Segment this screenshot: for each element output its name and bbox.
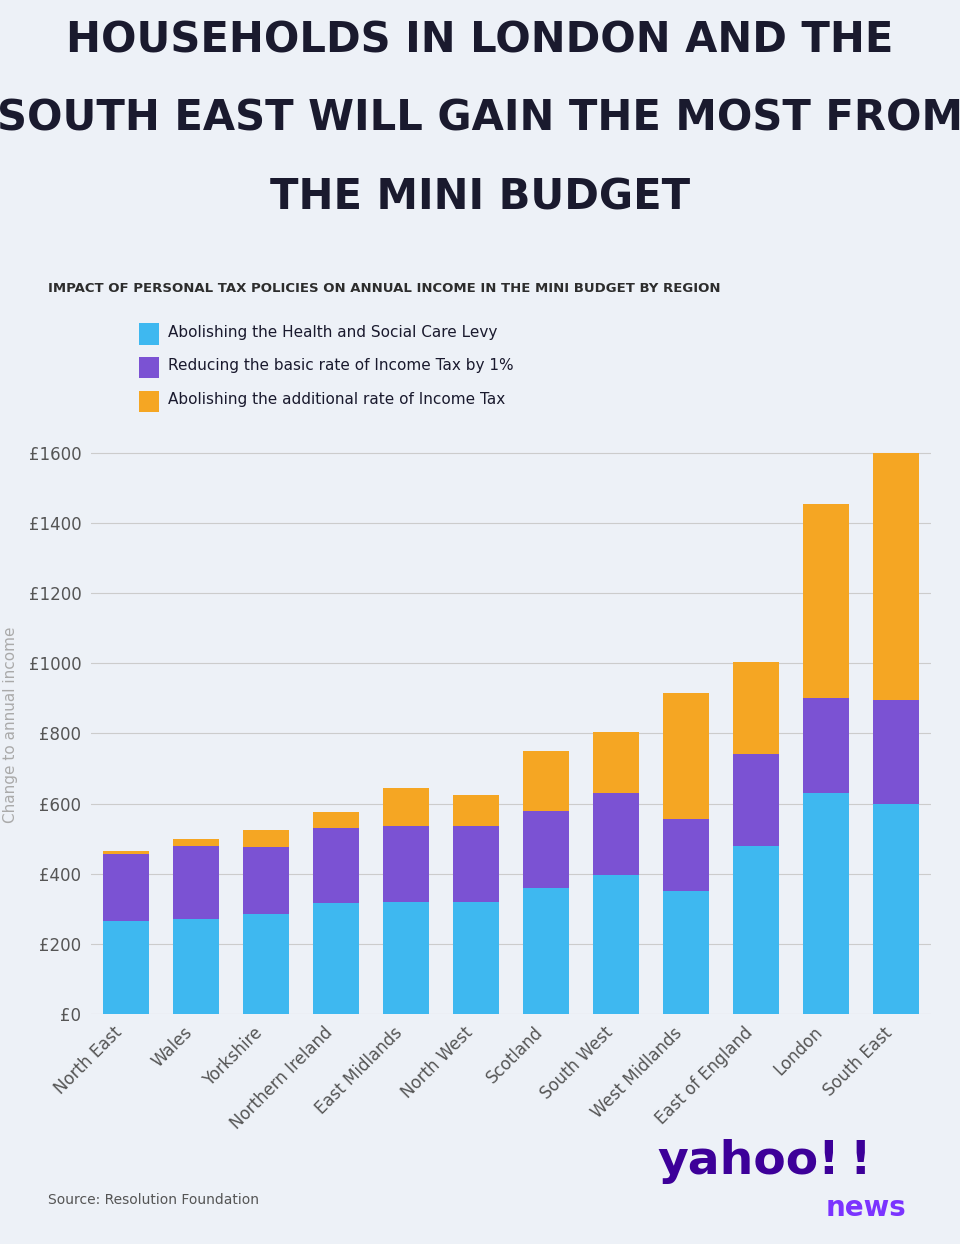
- Text: SOUTH EAST WILL GAIN THE MOST FROM: SOUTH EAST WILL GAIN THE MOST FROM: [0, 97, 960, 139]
- Bar: [593, 731, 639, 792]
- Text: !: !: [850, 1140, 871, 1184]
- Bar: [523, 811, 569, 888]
- Bar: [104, 851, 149, 855]
- Bar: [244, 914, 289, 1014]
- Bar: [104, 855, 149, 921]
- Bar: [874, 453, 919, 700]
- Text: Abolishing the additional rate of Income Tax: Abolishing the additional rate of Income…: [168, 392, 505, 407]
- Bar: [593, 792, 639, 876]
- Text: IMPACT OF PERSONAL TAX POLICIES ON ANNUAL INCOME IN THE MINI BUDGET BY REGION: IMPACT OF PERSONAL TAX POLICIES ON ANNUA…: [48, 282, 721, 295]
- Y-axis label: Change to annual income: Change to annual income: [3, 627, 17, 822]
- Bar: [104, 921, 149, 1014]
- Bar: [453, 826, 499, 902]
- Bar: [523, 751, 569, 811]
- Text: Abolishing the Health and Social Care Levy: Abolishing the Health and Social Care Le…: [168, 325, 497, 340]
- Text: yahoo!: yahoo!: [658, 1140, 840, 1184]
- Bar: [244, 830, 289, 847]
- Bar: [174, 846, 219, 919]
- Bar: [523, 888, 569, 1014]
- Bar: [453, 902, 499, 1014]
- Bar: [174, 838, 219, 846]
- Bar: [174, 919, 219, 1014]
- Text: Reducing the basic rate of Income Tax by 1%: Reducing the basic rate of Income Tax by…: [168, 358, 514, 373]
- Bar: [733, 846, 779, 1014]
- Bar: [663, 820, 708, 891]
- Bar: [874, 804, 919, 1014]
- Bar: [314, 812, 359, 829]
- Bar: [593, 876, 639, 1014]
- Bar: [733, 662, 779, 754]
- Text: Source: Resolution Foundation: Source: Resolution Foundation: [48, 1193, 259, 1207]
- Text: THE MINI BUDGET: THE MINI BUDGET: [270, 177, 690, 219]
- Bar: [804, 792, 849, 1014]
- Bar: [314, 903, 359, 1014]
- Bar: [733, 754, 779, 846]
- Bar: [874, 700, 919, 804]
- Text: HOUSEHOLDS IN LONDON AND THE: HOUSEHOLDS IN LONDON AND THE: [66, 20, 894, 62]
- Bar: [383, 902, 429, 1014]
- Bar: [383, 826, 429, 902]
- Bar: [663, 891, 708, 1014]
- Bar: [804, 504, 849, 698]
- Bar: [383, 787, 429, 826]
- Bar: [314, 829, 359, 903]
- Bar: [453, 795, 499, 826]
- Bar: [663, 693, 708, 820]
- Bar: [244, 847, 289, 914]
- Bar: [804, 698, 849, 792]
- Text: news: news: [826, 1193, 906, 1222]
